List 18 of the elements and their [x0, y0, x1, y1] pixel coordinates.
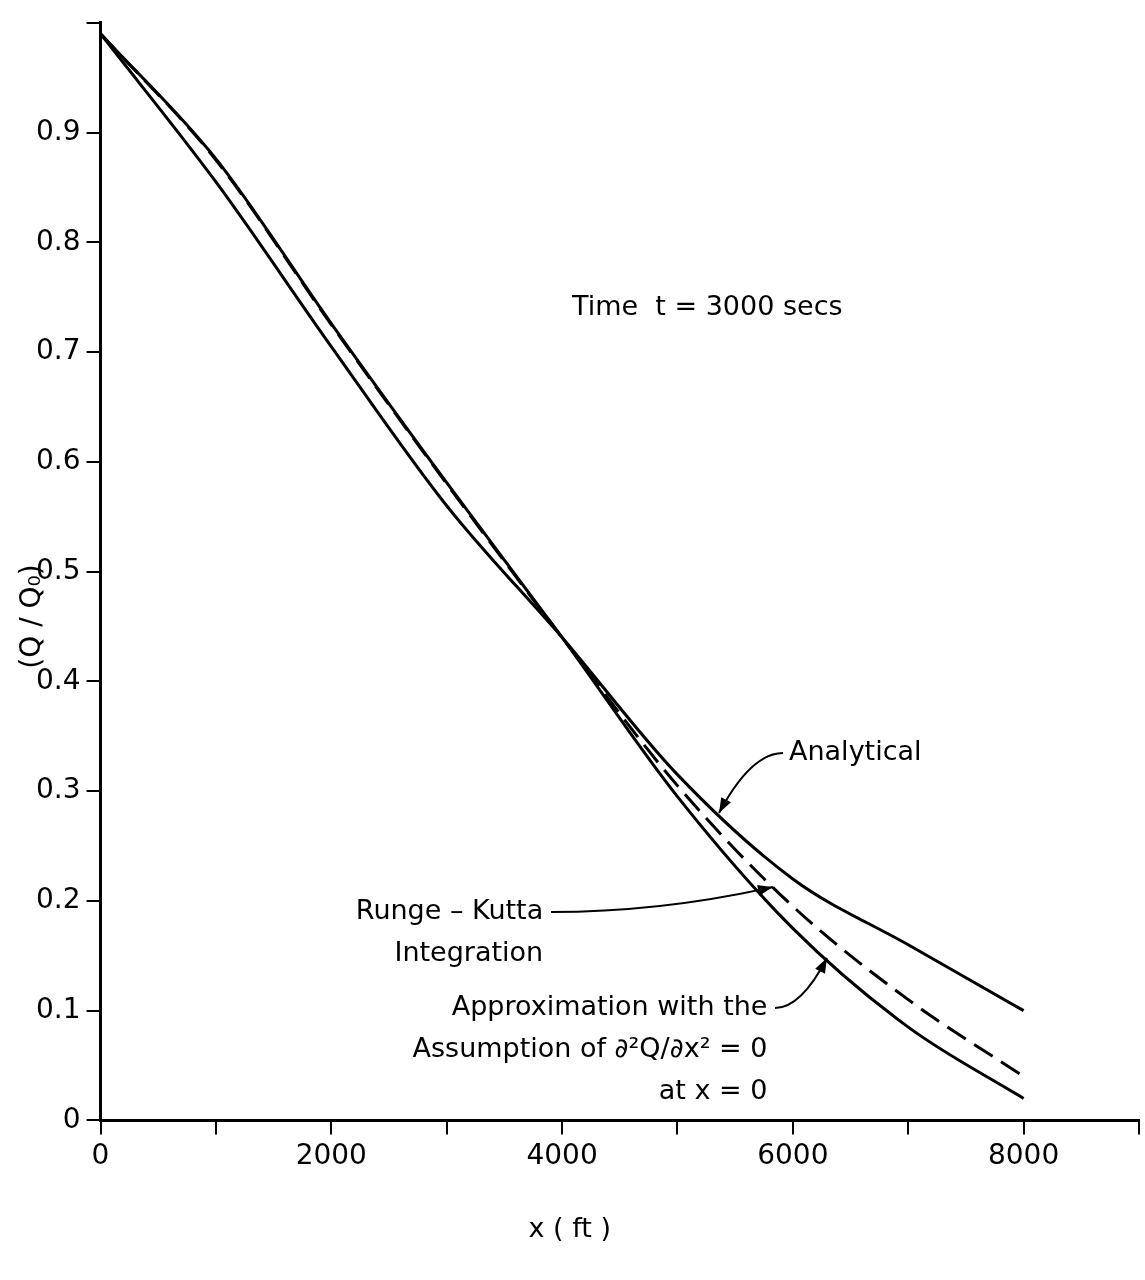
- annotation: Analytical: [789, 735, 922, 767]
- x-tick-label: 6000: [757, 1138, 829, 1172]
- x-tick-label: 8000: [987, 1138, 1060, 1172]
- x-tick-label: 4000: [526, 1138, 598, 1172]
- y-tick-label: 0.8: [36, 223, 81, 257]
- y-tick-label: 0.3: [36, 772, 81, 806]
- x-tick-label: 2000: [295, 1138, 367, 1172]
- annotation: Runge – Kutta Integration: [355, 893, 544, 967]
- x-tick-label: 0: [91, 1138, 110, 1172]
- annotation: Time t = 3000 secs: [571, 290, 843, 322]
- y-tick-label: 0.7: [36, 333, 81, 367]
- y-tick-label: 0: [62, 1101, 81, 1135]
- y-tick-label: 0.2: [36, 882, 81, 916]
- y-tick-label: 0.1: [36, 991, 81, 1025]
- x-axis-title: x ( ft ): [528, 1212, 611, 1244]
- y-tick-label: 0.9: [36, 113, 81, 147]
- y-tick-label: 0.6: [36, 443, 81, 477]
- annotation: Approximation with the Assumption of ∂²Q/∂x² = 0 at x = 0: [412, 989, 768, 1105]
